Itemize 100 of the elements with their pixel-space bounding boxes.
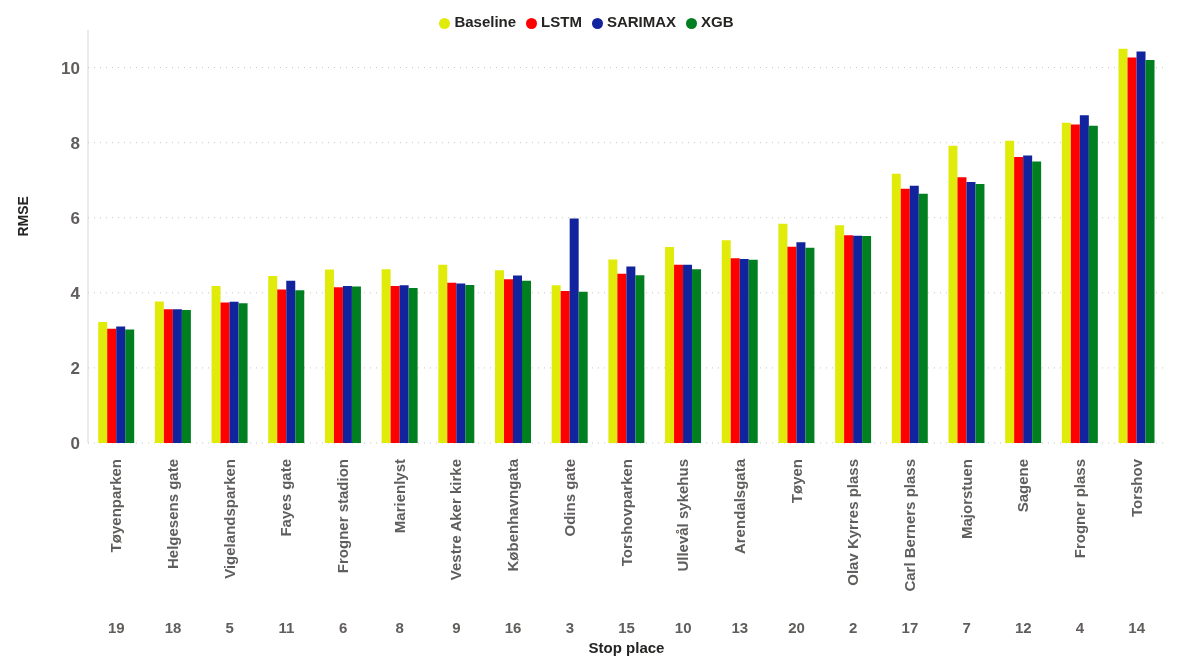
bar [835,225,845,443]
legend-label: SARIMAX [606,13,677,30]
bar [721,240,731,443]
x-tick-label: Frogner stadion [334,459,352,574]
x-tick-label: Fayes gate [277,459,295,537]
bar [333,287,343,443]
y-tick-label: 4 [70,283,81,303]
text: 12 [1014,619,1032,636]
bar [608,259,618,443]
y-tick-label: 0 [70,434,80,454]
bar [512,275,522,443]
bar [107,328,117,443]
bar [918,193,928,443]
text: 5 [225,619,234,636]
x-tick-label: Helgesens gate [164,459,182,570]
bar [778,223,788,443]
bar [503,279,513,443]
bar [635,275,645,443]
bar [238,303,248,443]
text: 9 [452,619,461,636]
bar [1005,140,1015,443]
bar [408,287,418,443]
x-tick-label: Carl Berners plass [900,459,918,592]
bar [1088,125,1098,443]
bar [578,291,588,443]
bar [692,269,702,443]
bar [674,264,684,443]
bar [569,218,579,443]
bar [626,266,636,443]
bar [154,301,164,443]
x-tick-label: Tøyenparken [107,459,125,553]
bar [853,235,863,443]
x-tick-label: Torshovparken [617,459,635,567]
x-tick-label: Københavngata [504,458,522,572]
bar [683,264,693,443]
bar [1061,122,1071,443]
bar [211,286,221,443]
bar [1070,124,1080,443]
text: 15 [618,619,635,636]
text: 10 [674,619,692,636]
legend-label: LSTM [541,13,582,30]
bar [1136,51,1146,443]
bar [465,284,475,443]
bar [966,182,976,443]
bar [390,286,400,443]
bar [748,259,758,443]
bar [220,302,230,443]
x-tick-label: Vigelandsparken [220,459,238,579]
bar [399,285,409,443]
legend-label: XGB [701,13,734,30]
legend-label: Baseline [454,13,517,30]
bar [381,269,391,443]
bar [1079,115,1089,443]
text: 16 [504,619,522,636]
bar [891,173,901,443]
bar [730,258,740,443]
x-tick-label: Sagene [1014,459,1032,513]
x-axis-title: Stop place [588,639,665,656]
bar [438,264,448,443]
bar [1127,57,1137,443]
y-tick-label: 8 [70,133,80,153]
text: 18 [164,619,182,636]
bar [739,259,749,443]
bar [787,246,797,443]
bar [1032,161,1042,443]
x-tick-label: Marienlyst [390,459,408,534]
text: 14 [1128,619,1146,636]
text: 11 [278,619,295,636]
text: 17 [901,619,919,636]
bar [277,289,287,443]
bar [116,326,126,443]
bar [98,322,108,443]
bar [805,247,815,443]
text: 3 [565,619,574,636]
y-tick-label: 6 [70,208,80,228]
x-tick-label: Torshov [1127,458,1145,518]
x-tick-label: Frogner plass [1070,459,1088,559]
bar [665,247,675,443]
bar [1118,48,1128,443]
text: 8 [395,619,404,636]
x-tick-label: Vestre Aker kirke [447,459,465,581]
bar [844,235,854,443]
text: 19 [108,619,125,636]
y-tick-label: 10 [61,58,80,78]
x-tick-label: Olav Kyrres plass [844,459,862,586]
text: 2 [849,619,858,636]
bar [617,273,627,443]
bar [560,290,570,443]
bar [1014,156,1024,443]
bar [268,275,278,443]
bar [1145,60,1155,443]
y-axis-title: RMSE [14,196,31,237]
bar [975,183,985,443]
bar [172,309,182,443]
bar [456,283,466,443]
x-tick-label: Majorstuen [957,459,975,540]
bar [163,309,173,443]
bar [551,285,561,443]
bar [181,310,191,443]
bar [900,188,910,443]
